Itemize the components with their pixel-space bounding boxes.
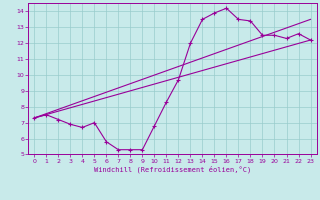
X-axis label: Windchill (Refroidissement éolien,°C): Windchill (Refroidissement éolien,°C) [94, 165, 251, 173]
